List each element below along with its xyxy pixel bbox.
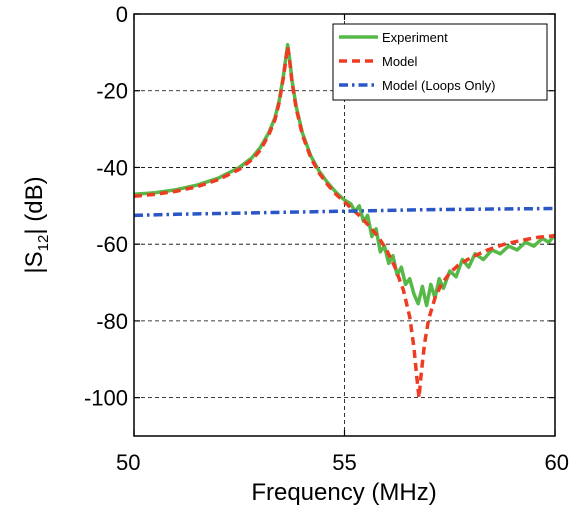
y-tick-label: -20: [96, 79, 128, 104]
x-tick-label: 60: [545, 450, 569, 475]
y-tick-label: -80: [96, 309, 128, 334]
y-axis-label-subscript: 12: [35, 235, 52, 252]
grid-lines: [134, 14, 555, 436]
x-tick-label: 50: [116, 450, 140, 475]
legend: Experiment Model Model (Loops Only): [332, 23, 548, 101]
y-tick-label: -40: [96, 155, 128, 180]
series-layer: [134, 42, 555, 400]
y-tick-label: -100: [84, 386, 128, 411]
axis-ticks: 0 -20 -40 -60 -80 -100 50 55 60: [84, 2, 569, 475]
legend-label-model: Model: [382, 54, 418, 69]
y-tick-label: -60: [96, 232, 128, 257]
y-axis-label-prefix: |S: [21, 251, 48, 273]
x-tick-label: 55: [332, 450, 356, 475]
y-tick-label: 0: [116, 2, 128, 27]
x-axis-label: Frequency (MHz): [251, 479, 436, 506]
y-axis-label: |S12| (dB): [21, 176, 52, 273]
y-axis-label-suffix: | (dB): [21, 176, 48, 234]
legend-label-loops: Model (Loops Only): [382, 78, 495, 93]
series-line-model: [134, 44, 555, 400]
legend-label-experiment: Experiment: [382, 30, 448, 45]
